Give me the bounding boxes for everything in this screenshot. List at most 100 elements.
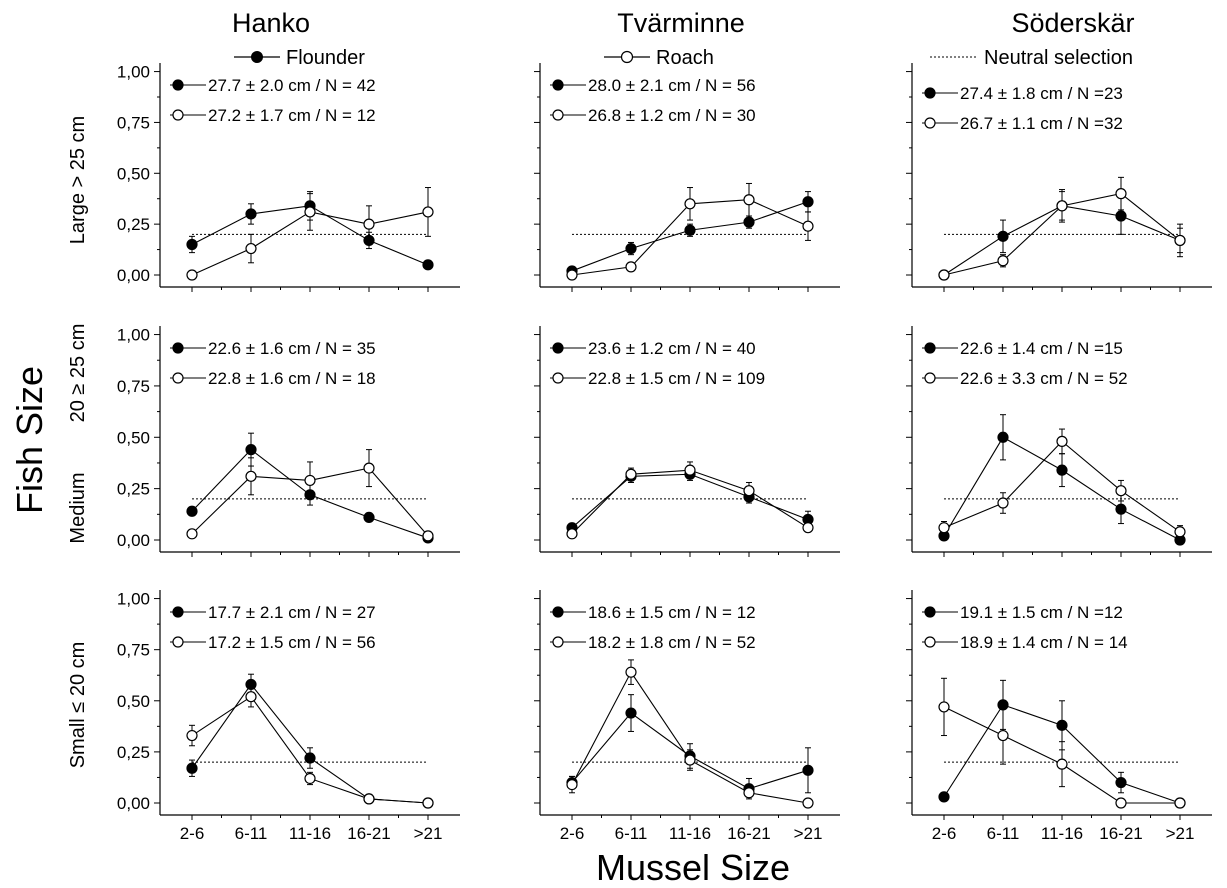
y-tick-label: 1,00 [117,590,150,609]
roach-data-point [422,797,434,809]
roach-data-point [684,464,696,476]
roach-stats-label: 22.8 ± 1.5 cm / N = 109 [588,369,765,388]
y-tick-label: 0,75 [117,113,150,132]
legend-item-flounder: Flounder [234,47,365,69]
flounder-data-point [186,505,198,517]
roach-stats-label: 17.2 ± 1.5 cm / N = 56 [208,633,376,652]
flounder-stats-label: 27.7 ± 2.0 cm / N = 42 [208,76,376,95]
flounder-key-marker [924,606,936,618]
roach-data-point [245,470,257,482]
roach-data-point [422,206,434,218]
flounder-data-point [625,707,637,719]
roach-key-marker [552,372,564,384]
roach-data-point [938,522,950,534]
x-tick-label: 16-21 [727,824,770,843]
flounder-stats-label: 23.6 ± 1.2 cm / N = 40 [588,339,756,358]
roach-data-point [997,729,1009,742]
roach-data-point [566,779,578,791]
x-tick-label: 6-11 [235,824,268,843]
legend: Flounder Roach Neutral selection [234,47,1133,69]
roach-data-point [1115,797,1127,809]
x-tick-label: 2-6 [560,824,585,843]
legend-flounder-label: Flounder [286,47,365,69]
roach-key-marker [924,372,936,384]
flounder-series-line [191,683,429,804]
roach-data-point [1174,526,1186,538]
flounder-data-point [245,444,257,456]
roach-stats-label: 27.2 ± 1.7 cm / N = 12 [208,106,376,125]
roach-data-point [566,528,578,540]
y-tick-label: 0,50 [117,428,150,447]
x-tick-label: 2-6 [932,824,957,843]
flounder-stats-label: 19.1 ± 1.5 cm / N =12 [960,603,1123,622]
flounder-data-point [1056,719,1068,731]
flounder-data-point [245,208,257,220]
y-tick-label: 0,25 [117,215,150,234]
x-tick-label: 11-16 [1041,824,1083,843]
y-tick-label: 0,00 [117,531,150,550]
panel-tvarminne-large: 28.0 ± 2.1 cm / N = 56 26.8 ± 1.2 cm / N … [534,63,840,292]
flounder-data-point [1115,776,1127,789]
roach-key-marker [924,636,936,648]
panel-soderskar-medium: 22.6 ± 1.4 cm / N =15 22.6 ± 3.3 cm / N =… [906,326,1212,557]
roach-data-point [743,485,755,497]
flounder-data-point [1115,210,1127,222]
panel-hanko-medium: 0,00 0,25 0,50 0,75 1,00 22.6 ± 1.6 cm / N = … [117,326,460,557]
flounder-key-marker [172,342,184,354]
flounder-data-point [802,764,814,776]
legend-item-roach: Roach [604,47,714,69]
y-tick-label: 0,50 [117,164,150,183]
roach-data-point [802,797,814,809]
flounder-key-marker [552,606,564,618]
roach-data-point [245,691,257,703]
figure-ylabel: Fish Size [9,366,50,514]
roach-key-marker [172,372,184,384]
legend-flounder-marker [251,51,263,63]
flounder-stats-label: 22.6 ± 1.4 cm / N =15 [960,339,1123,358]
flounder-data-point [938,791,950,803]
y-tick-label: 0,00 [117,266,150,285]
roach-stats-label: 26.7 ± 1.1 cm / N =32 [960,114,1123,133]
legend-item-neutral-selection: Neutral selection [930,47,1133,69]
roach-data-point [304,206,316,218]
roach-data-point [684,198,696,210]
row-label-medium: Medium 20 ≥ 25 cm [67,324,89,544]
x-tick-label: 11-16 [669,824,711,843]
panel-hanko-small: 0,00 0,25 0,50 0,75 1,00 2-6 6-11 11-16 16-21 >21… [117,590,460,843]
roach-data-point [363,462,375,474]
roach-data-point [186,269,198,281]
roach-data-point [997,255,1009,267]
roach-data-point [1056,435,1068,447]
roach-data-point [997,497,1009,509]
row-label-small: Small ≤ 20 cm [67,642,89,769]
flounder-key-marker [924,87,936,99]
flounder-data-point [684,224,696,236]
x-tick-label: 16-21 [347,824,390,843]
roach-data-point [363,793,375,805]
flounder-data-point [1115,503,1127,515]
roach-data-point [1056,200,1068,212]
flounder-series-line [571,473,809,529]
legend-neutral-label: Neutral selection [984,47,1133,69]
roach-data-point [625,666,637,678]
roach-data-point [186,528,198,540]
roach-data-point [802,522,814,534]
x-tick-label: 16-21 [1099,824,1142,843]
y-tick-label: 0,75 [117,377,150,396]
flounder-data-point [997,431,1009,443]
panel-hanko-large: 0,00 0,25 0,50 0,75 1,00 27.7 ± 2.0 cm / N = … [117,63,460,292]
column-title-tvarminne: Tvärminne [617,8,745,38]
row-label-large: Large > 25 cm [67,116,89,244]
y-tick-label: 1,00 [117,63,150,82]
roach-data-point [802,220,814,232]
flounder-key-marker [172,79,184,91]
roach-data-point [363,218,375,230]
x-tick-label: >21 [414,824,443,843]
flounder-data-point [625,242,637,255]
flounder-data-point [743,216,755,228]
x-tick-label: 6-11 [987,824,1020,843]
y-tick-label: 0,50 [117,692,150,711]
legend-roach-marker [620,50,634,64]
roach-key-marker [172,636,184,648]
flounder-key-marker [924,342,936,354]
